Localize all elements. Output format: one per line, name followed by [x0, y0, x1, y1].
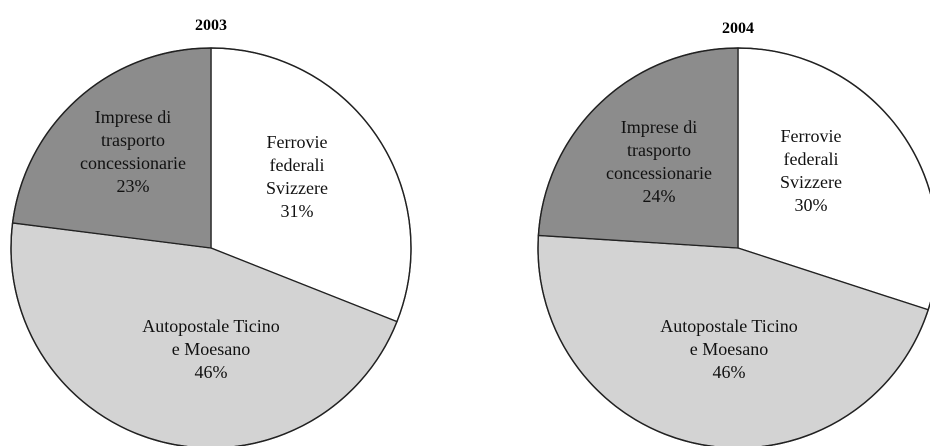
slice-name-line: federali	[270, 155, 325, 175]
slice-name-line: Imprese di	[621, 117, 697, 137]
pie-chart-2003: 2003 Ferrovie federali Svizzere 31% Autoposta…	[10, 17, 412, 446]
slice-name-line: trasporto	[101, 130, 165, 150]
slice-percent-label: 46%	[195, 362, 228, 382]
slice-name-line: Svizzere	[780, 172, 842, 192]
slice-name-line: trasporto	[627, 140, 691, 160]
slice-name-line: Svizzere	[266, 178, 328, 198]
pie-chart-2004: 2004 Ferrovie federali Svizzere 30% Autoposta…	[537, 20, 930, 446]
slice-name-line: concessionarie	[606, 163, 712, 183]
slice-name-line: concessionarie	[80, 153, 186, 173]
slice-name-line: Autopostale Ticino	[142, 316, 280, 336]
slice-name-line: federali	[784, 149, 839, 169]
slice-name-line: Autopostale Ticino	[660, 316, 798, 336]
slice-percent-label: 31%	[281, 201, 314, 221]
slice-name-line: e Moesano	[690, 339, 768, 359]
slice-name-line: Ferrovie	[781, 126, 842, 146]
slice-name-line: Ferrovie	[267, 132, 328, 152]
slice-label: Autopostale Ticino e Moesano 46%	[142, 316, 280, 382]
slice-label: Imprese di trasporto concessionarie 23%	[80, 107, 186, 196]
slice-label: Ferrovie federali Svizzere 31%	[266, 132, 328, 221]
pie-outline	[537, 47, 930, 446]
slice-label: Autopostale Ticino e Moesano 46%	[660, 316, 798, 382]
pie-outline	[10, 47, 412, 446]
chart-title: 2004	[722, 20, 754, 37]
slice-label: Ferrovie federali Svizzere 30%	[780, 126, 842, 215]
slice-percent-label: 23%	[117, 176, 150, 196]
slice-percent-label: 24%	[643, 186, 676, 206]
slice-percent-label: 30%	[795, 195, 828, 215]
chart-title: 2003	[195, 17, 227, 34]
slice-name-line: Imprese di	[95, 107, 171, 127]
slice-percent-label: 46%	[713, 362, 746, 382]
slice-name-line: e Moesano	[172, 339, 250, 359]
slice-label: Imprese di trasporto concessionarie 24%	[606, 117, 712, 206]
